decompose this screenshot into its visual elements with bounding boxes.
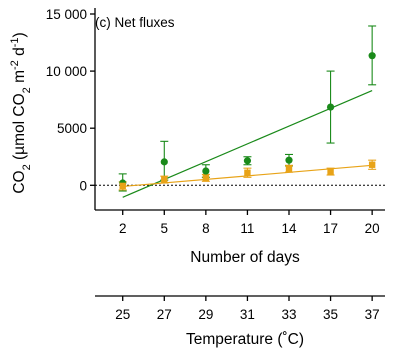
green-data-point [285,156,293,164]
x2-tick-label: 25 [115,307,130,322]
green-data-point [326,103,335,111]
y-tick-label: 5000 [57,121,87,136]
y-title-close: ) [11,32,28,37]
x2-tick-label: 31 [240,307,255,322]
y-title-unit-m: m [11,70,28,87]
y-title-unit-m-sup: -2 [9,60,21,70]
y-title-unit-d: d [11,47,28,60]
x-tick-label: 11 [240,221,254,236]
y-title-unit: (µmol CO [11,93,28,164]
orange-data-point [285,165,293,172]
green-data-point [160,158,168,166]
y-tick-label: 0 [79,178,87,193]
x2-tick-label: 37 [365,307,380,322]
panel-label: (c) Net fluxes [95,15,175,30]
orange-data-point [327,168,334,175]
y-tick-label: 10 000 [46,64,87,79]
x2-tick-label: 27 [157,307,172,322]
orange-data-point [161,176,168,183]
x2-tick-label: 29 [198,307,213,322]
x2-tick-label: 35 [323,307,338,322]
y-tick-label: 15 000 [46,7,87,22]
x-axis-title: Number of days [190,249,300,266]
x2-tick-label: 33 [281,307,296,322]
orange-data-point [368,161,376,168]
y-title-co: CO [11,170,28,193]
x-tick-label: 5 [161,221,169,236]
x2-axis-title: Temperature (˚C) [186,331,304,348]
trend-lines [122,89,373,198]
plot-area [94,8,385,211]
green-data-point [368,52,376,60]
y-title-unit-d-sup: -1 [9,38,21,48]
orange-data-point [119,182,126,190]
x-tick-label: 14 [281,221,297,236]
orange-data-point [244,169,251,176]
x-tick-label: 17 [323,221,338,236]
y-title-unit-sub: 2 [21,87,33,93]
x-tick-label: 2 [119,221,127,236]
y-axis-title: CO2 (µmol CO2 m-2 d-1) [9,32,33,193]
x-tick-label: 20 [365,221,380,236]
data-points [119,52,376,190]
error-bars [118,25,377,192]
y-title-co-sub: 2 [21,164,33,170]
orange-data-point [202,174,210,182]
green-data-point [243,157,252,165]
green-data-point [202,167,210,175]
x-tick-label: 8 [202,221,210,236]
green-trend-line [122,89,373,198]
